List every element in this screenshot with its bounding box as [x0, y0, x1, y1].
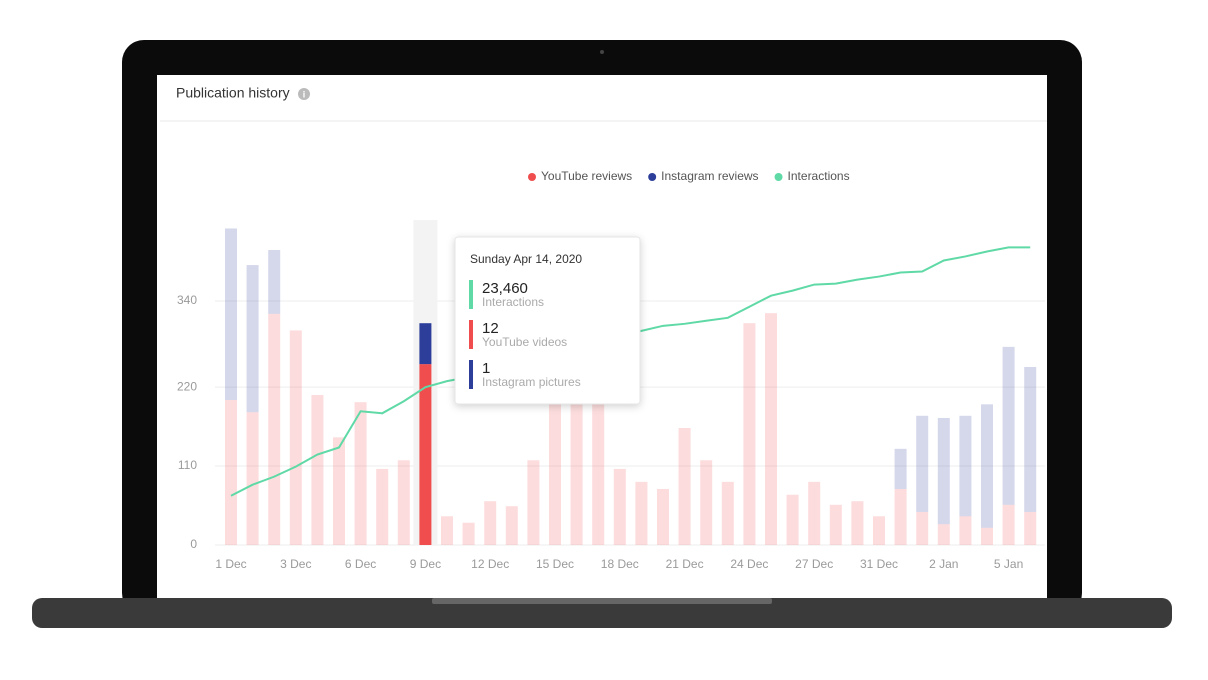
bar: [268, 313, 281, 545]
bar: [1002, 346, 1015, 505]
bar: [1002, 504, 1015, 545]
bar: [765, 313, 777, 545]
tooltip-label: Instagram pictures: [482, 375, 581, 389]
bar: [657, 489, 669, 545]
bar: [419, 364, 432, 545]
bar: [678, 428, 691, 545]
y-tick-label: 220: [177, 379, 197, 393]
bar: [959, 415, 972, 517]
bar: [311, 394, 324, 545]
bar: [484, 501, 497, 545]
tooltip-box: [454, 236, 641, 405]
legend-label: YouTube reviews: [541, 169, 632, 183]
tooltip-label: Interactions: [482, 295, 544, 309]
x-tick-label: 27 Dec: [795, 557, 833, 571]
y-tick-label: 110: [178, 458, 197, 472]
x-tick-label: 31 Dec: [860, 557, 898, 571]
tooltip-title: Sunday Apr 14, 2020: [470, 252, 582, 266]
bar: [289, 330, 302, 545]
y-tick-label: 340: [177, 293, 197, 307]
camera: [600, 50, 604, 54]
y-tick-label: 0: [190, 537, 197, 551]
bar: [851, 501, 864, 545]
bar: [981, 527, 993, 545]
bar: [527, 460, 540, 545]
bar: [549, 402, 561, 545]
legend: YouTube reviews Instagram reviews Interact…: [528, 169, 850, 183]
x-tick-label: 9 Dec: [410, 557, 441, 571]
x-tick-label: 3 Dec: [280, 557, 311, 571]
bar: [419, 323, 432, 365]
bar: [937, 524, 950, 545]
bar: [592, 402, 605, 545]
bar: [700, 460, 713, 545]
bar: [959, 516, 972, 545]
bar: [246, 412, 259, 545]
laptop-notch: [432, 598, 772, 604]
bar: [916, 511, 929, 545]
bar: [225, 400, 237, 545]
legend-dot: [774, 173, 783, 181]
tooltip-value: 1: [482, 360, 490, 377]
laptop-base: [32, 598, 1172, 628]
bar: [1024, 366, 1037, 512]
x-tick-label: 24 Dec: [730, 557, 768, 571]
bar: [505, 506, 518, 545]
bar: [981, 404, 993, 528]
info-icon-glyph: i: [303, 89, 306, 99]
bar: [635, 481, 648, 545]
x-tick-label: 21 Dec: [666, 557, 704, 571]
legend-label: Interactions: [788, 169, 850, 183]
legend-dot: [648, 173, 657, 181]
bar: [225, 228, 237, 401]
bar: [894, 448, 907, 490]
bar: [829, 504, 842, 545]
bar: [333, 437, 345, 545]
info-icon[interactable]: [298, 88, 310, 100]
tooltip-value: 12: [482, 320, 499, 337]
tooltip-swatch: [469, 360, 473, 389]
bar: [570, 402, 583, 545]
bar: [246, 265, 259, 413]
tooltip-value: 23,460: [482, 280, 528, 297]
bar: [441, 516, 453, 545]
bar: [808, 481, 821, 545]
legend-label: Instagram reviews: [661, 169, 758, 183]
x-tick-label: 18 Dec: [601, 557, 639, 571]
bar: [397, 460, 410, 545]
bar: [462, 522, 475, 545]
bar: [1024, 511, 1037, 545]
bar: [786, 494, 799, 545]
chart-area: Publication history i 0 110 220 340 YouTube …: [160, 85, 1047, 571]
legend-dot: [528, 173, 536, 181]
panel-title: Publication history: [176, 85, 290, 101]
bar: [873, 516, 885, 545]
x-tick-label: 5 Jan: [994, 557, 1023, 571]
tooltip-swatch: [469, 320, 473, 349]
bar: [268, 249, 281, 314]
bar: [743, 323, 756, 545]
bar: [376, 468, 389, 545]
x-tick-label: 15 Dec: [536, 557, 574, 571]
x-tick-label: 6 Dec: [345, 557, 376, 571]
bar: [894, 489, 907, 545]
x-tick-label: 2 Jan: [929, 557, 958, 571]
bar: [613, 468, 626, 545]
bar: [916, 415, 929, 512]
tooltip-label: YouTube videos: [482, 335, 567, 349]
bar: [937, 417, 950, 525]
bar: [721, 481, 734, 545]
bar: [354, 402, 367, 545]
x-tick-label: 12 Dec: [471, 557, 509, 571]
tooltip-swatch: [469, 280, 473, 309]
x-tick-label: 1 Dec: [215, 557, 246, 571]
